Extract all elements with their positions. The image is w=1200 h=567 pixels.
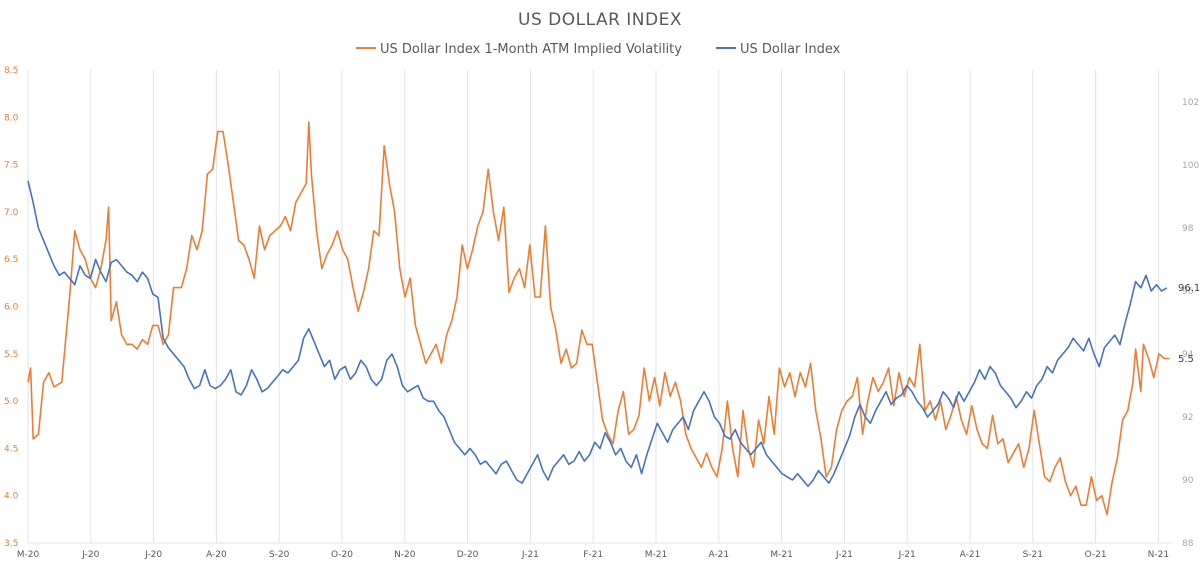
series-lines: [27, 121, 1170, 516]
x-tick-label: A-21: [708, 550, 729, 560]
x-tick-label: A-20: [206, 550, 227, 560]
x-tick-label: A-21: [960, 550, 981, 560]
series-line-dollar-index: [27, 180, 1168, 488]
x-axis: M-20 J-20 J-20 A-20 S-20 O-20 N-20 D-20 J-21 F-21…: [17, 550, 1169, 560]
y-right-tick-label: 94: [1182, 350, 1194, 360]
y-left-tick-label: 4.5: [4, 444, 18, 454]
y-left-tick-label: 8.5: [4, 66, 18, 76]
x-tick-label: J-21: [521, 550, 539, 560]
y-left-tick-label: 6.0: [4, 303, 19, 313]
x-tick-label: N-20: [394, 550, 416, 560]
x-tick-label: S-21: [1023, 550, 1043, 560]
y-left-tick-label: 6.5: [4, 255, 18, 265]
legend: US Dollar Index 1-Month ATM Implied Vola…: [356, 42, 841, 57]
end-label-dollar-index: 96.1: [1178, 283, 1200, 294]
x-tick-label: J-21: [898, 550, 916, 560]
y-left-tick-label: 8.0: [4, 113, 19, 123]
x-tick-label: D-20: [457, 550, 479, 560]
x-tick-label: J-20: [144, 550, 162, 560]
y-left-tick-label: 7.5: [4, 161, 18, 171]
y-left-tick-label: 3.5: [4, 539, 18, 549]
chart-title: US DOLLAR INDEX: [518, 10, 682, 30]
y-right-tick-label: 102: [1182, 98, 1199, 108]
x-tick-label: M-21: [645, 550, 667, 560]
legend-label-dollar-index: US Dollar Index: [740, 42, 841, 57]
y-right-tick-label: 100: [1182, 161, 1199, 171]
y-left-tick-label: 5.0: [4, 397, 19, 407]
y-axis-right: 88 90 92 94 96 98 100 102: [1182, 98, 1199, 549]
x-tick-label: J-20: [81, 550, 99, 560]
end-label-volatility: 5.5: [1178, 354, 1194, 365]
y-right-tick-label: 88: [1182, 539, 1194, 549]
x-tick-label: O-20: [331, 550, 353, 560]
y-axis-left: 3.5 4.0 4.5 5.0 5.5 6.0 6.5 7.0 7.5 8.0 8.5: [4, 66, 19, 549]
y-right-tick-label: 98: [1182, 224, 1194, 234]
y-left-tick-label: 7.0: [4, 208, 19, 218]
y-right-tick-label: 92: [1182, 413, 1193, 423]
x-tick-label: S-20: [269, 550, 290, 560]
y-right-tick-label: 96: [1182, 287, 1194, 297]
x-tick-label: N-21: [1148, 550, 1169, 560]
x-tick-label: F-21: [583, 550, 603, 560]
x-tick-label: M-20: [17, 550, 40, 560]
legend-label-volatility: US Dollar Index 1-Month ATM Implied Vola…: [380, 42, 682, 57]
x-tick-label: M-21: [770, 550, 792, 560]
y-left-tick-label: 5.5: [4, 350, 18, 360]
series-line-volatility: [27, 121, 1170, 516]
y-right-tick-label: 90: [1182, 476, 1194, 486]
x-tick-label: O-21: [1085, 550, 1107, 560]
gridlines: [27, 70, 1172, 544]
y-left-tick-label: 4.0: [4, 492, 19, 502]
x-tick-label: J-21: [835, 550, 853, 560]
